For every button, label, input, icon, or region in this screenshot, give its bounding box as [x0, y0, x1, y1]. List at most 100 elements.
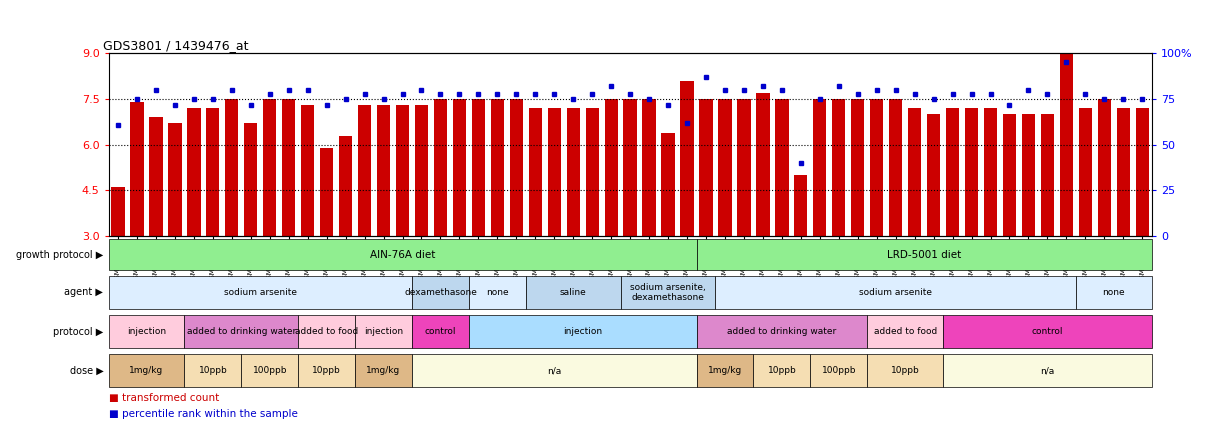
Text: protocol ▶: protocol ▶ [53, 327, 104, 337]
Bar [298, 315, 355, 348]
Bar [510, 99, 523, 236]
Text: sodium arsenite,
dexamethasone: sodium arsenite, dexamethasone [631, 283, 706, 302]
Bar [697, 315, 867, 348]
Bar [169, 123, 182, 236]
Text: added to drinking water: added to drinking water [187, 327, 295, 336]
Text: sodium arsenite: sodium arsenite [224, 288, 297, 297]
Bar [150, 117, 163, 236]
Bar [452, 99, 466, 236]
Bar [241, 354, 298, 388]
Bar [699, 99, 713, 236]
Bar [109, 276, 412, 309]
Text: 100ppb: 100ppb [821, 366, 856, 375]
Bar [491, 99, 504, 236]
Bar [130, 102, 144, 236]
Text: LRD-5001 diet: LRD-5001 diet [886, 250, 961, 260]
Bar [737, 99, 750, 236]
Bar [226, 99, 239, 236]
Text: 1mg/kg: 1mg/kg [129, 366, 164, 375]
Text: none: none [486, 288, 509, 297]
Text: n/a: n/a [1041, 366, 1054, 375]
Bar [415, 105, 428, 236]
Bar [943, 354, 1152, 388]
Bar [889, 99, 902, 236]
Bar [355, 354, 412, 388]
Bar [754, 354, 810, 388]
Bar [377, 105, 391, 236]
Text: GDS3801 / 1439476_at: GDS3801 / 1439476_at [104, 39, 248, 52]
Bar [469, 315, 697, 348]
Bar [867, 354, 943, 388]
Bar [355, 315, 412, 348]
Bar [1078, 108, 1091, 236]
Bar [604, 99, 617, 236]
Bar [810, 354, 867, 388]
Text: saline: saline [560, 288, 586, 297]
Text: n/a: n/a [548, 366, 561, 375]
Text: 1mg/kg: 1mg/kg [708, 366, 742, 375]
Text: ■ percentile rank within the sample: ■ percentile rank within the sample [109, 409, 298, 419]
Text: 1mg/kg: 1mg/kg [367, 366, 400, 375]
Bar [298, 354, 355, 388]
Bar [697, 354, 754, 388]
Text: agent ▶: agent ▶ [64, 287, 104, 297]
Text: AIN-76A diet: AIN-76A diet [370, 250, 435, 260]
Text: sodium arsenite: sodium arsenite [859, 288, 932, 297]
Bar [680, 81, 693, 236]
Bar [396, 105, 409, 236]
Bar [965, 108, 978, 236]
Bar [586, 108, 599, 236]
Bar [412, 276, 469, 309]
Bar [548, 108, 561, 236]
Bar [756, 93, 769, 236]
Bar [908, 108, 921, 236]
Bar [469, 276, 526, 309]
Text: ■ transformed count: ■ transformed count [109, 393, 218, 403]
Bar [434, 99, 447, 236]
Bar [946, 108, 959, 236]
Bar [661, 133, 674, 236]
Bar [358, 105, 371, 236]
Text: added to drinking water: added to drinking water [727, 327, 837, 336]
Bar [526, 276, 621, 309]
Bar [567, 108, 580, 236]
Bar [109, 315, 185, 348]
Bar [412, 354, 697, 388]
Bar [320, 148, 333, 236]
Text: 100ppb: 100ppb [252, 366, 287, 375]
Text: added to food: added to food [295, 327, 358, 336]
Text: control: control [1031, 327, 1064, 336]
Bar [111, 187, 124, 236]
Text: 10ppb: 10ppb [767, 366, 796, 375]
Bar [302, 105, 315, 236]
Text: dexamethasone: dexamethasone [404, 288, 476, 297]
Bar [1003, 114, 1017, 236]
Bar [109, 239, 697, 270]
Bar [795, 175, 808, 236]
Bar [813, 99, 826, 236]
Bar [624, 99, 637, 236]
Bar [621, 276, 715, 309]
Bar [832, 99, 845, 236]
Text: 10ppb: 10ppb [312, 366, 341, 375]
Bar [984, 108, 997, 236]
Text: growth protocol ▶: growth protocol ▶ [16, 250, 104, 260]
Bar [185, 315, 298, 348]
Bar [339, 135, 352, 236]
Bar [282, 99, 295, 236]
Bar [1097, 99, 1111, 236]
Text: injection: injection [563, 327, 602, 336]
Bar [870, 99, 883, 236]
Bar [528, 108, 541, 236]
Bar [719, 99, 732, 236]
Bar [1060, 53, 1073, 236]
Bar [1117, 108, 1130, 236]
Bar [187, 108, 200, 236]
Text: none: none [1102, 288, 1125, 297]
Bar [775, 99, 789, 236]
Bar [697, 239, 1152, 270]
Text: 10ppb: 10ppb [891, 366, 919, 375]
Bar [1041, 114, 1054, 236]
Text: injection: injection [364, 327, 403, 336]
Bar [851, 99, 865, 236]
